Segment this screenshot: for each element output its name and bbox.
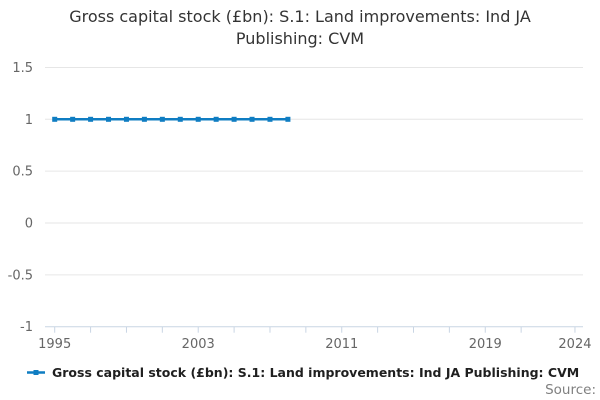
y-tick-label: -1 <box>20 320 33 335</box>
x-tick-label: 2024 <box>558 337 591 352</box>
data-point-marker[interactable] <box>106 116 112 122</box>
legend-item[interactable]: Gross capital stock (£bn): S.1: Land imp… <box>27 365 579 380</box>
data-point-marker[interactable] <box>88 116 94 122</box>
legend-series-marker-icon <box>27 370 45 375</box>
data-point-marker[interactable] <box>123 116 129 122</box>
data-point-marker[interactable] <box>52 116 58 122</box>
data-point-marker[interactable] <box>249 116 255 122</box>
y-tick-label: 0 <box>25 217 33 232</box>
chart-title-line2: Publishing: CVM <box>235 29 365 48</box>
data-point-marker[interactable] <box>213 116 219 122</box>
y-tick-label: 0.5 <box>12 165 33 180</box>
source-text: Source: <box>545 382 596 398</box>
legend-square-icon <box>33 370 39 375</box>
data-point-marker[interactable] <box>177 116 183 122</box>
data-point-marker[interactable] <box>70 116 76 122</box>
plot-area: 1.5 1 0.5 0 -0.5 -1 1995 2003 2011 2019 2024 <box>8 61 592 352</box>
chart-title: Gross capital stock (£bn): S.1: Land imp… <box>0 6 600 50</box>
x-tick-label: 2011 <box>325 337 358 352</box>
data-point-marker[interactable] <box>195 116 201 122</box>
x-tick-label: 2003 <box>182 337 215 352</box>
x-tick-label: 2019 <box>469 337 502 352</box>
chart-title-line1: Gross capital stock (£bn): S.1: Land imp… <box>69 7 531 26</box>
x-tick-label: 1995 <box>38 337 71 352</box>
legend-label: Gross capital stock (£bn): S.1: Land imp… <box>52 365 580 380</box>
data-point-marker[interactable] <box>159 116 165 122</box>
y-tick-label: 1.5 <box>12 61 33 76</box>
y-tick-label: 1 <box>25 113 33 128</box>
data-point-marker[interactable] <box>231 116 237 122</box>
y-tick-label: -0.5 <box>8 268 33 283</box>
data-point-marker[interactable] <box>285 116 291 122</box>
data-point-marker[interactable] <box>267 116 273 122</box>
data-point-marker[interactable] <box>141 116 147 122</box>
